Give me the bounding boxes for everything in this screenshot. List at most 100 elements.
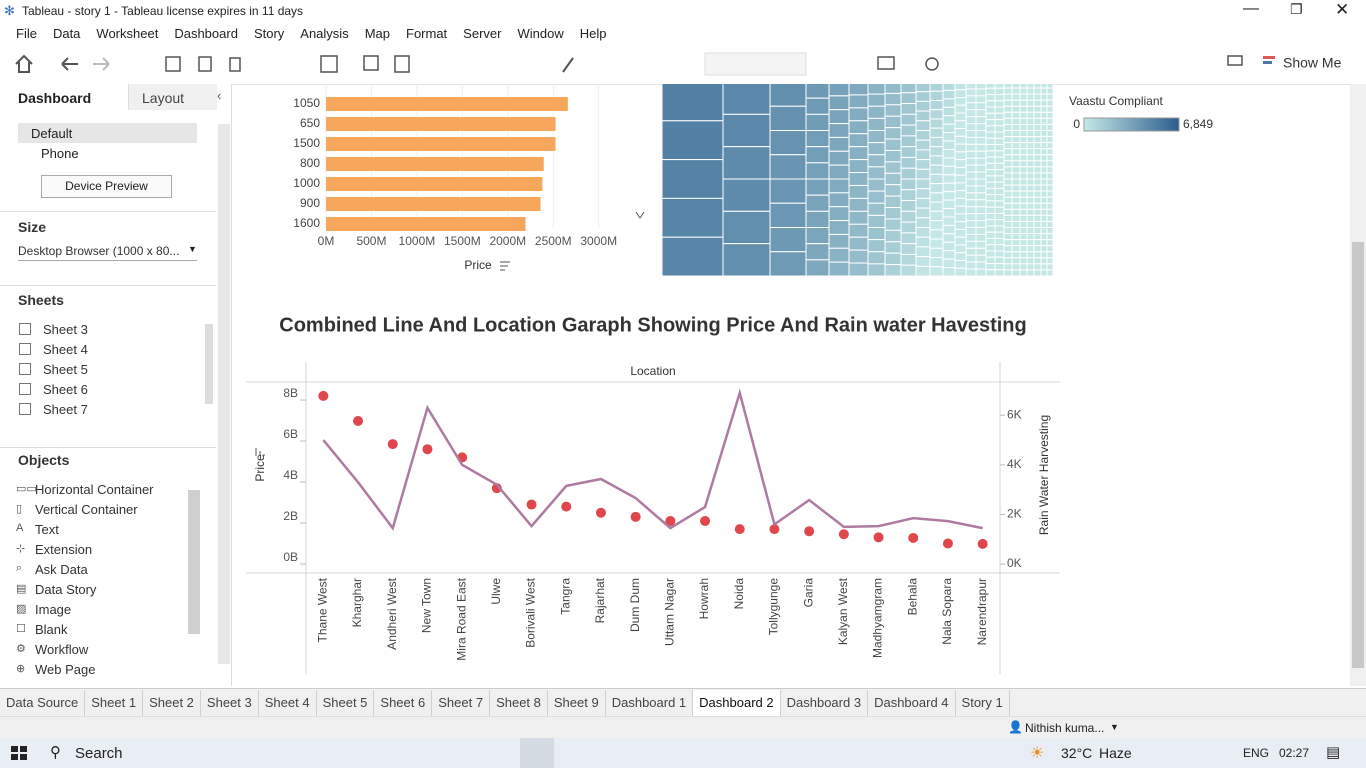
object-item[interactable]: Ask Data bbox=[35, 562, 88, 577]
device-preview-button[interactable]: Device Preview bbox=[41, 175, 172, 198]
home-icon[interactable] bbox=[15, 54, 33, 73]
object-item[interactable]: Workflow bbox=[35, 642, 89, 657]
back-icon[interactable] bbox=[61, 57, 78, 71]
highlight-icon[interactable] bbox=[562, 57, 574, 73]
sheet-tab[interactable]: Sheet 4 bbox=[259, 690, 317, 716]
language[interactable]: ENG bbox=[1243, 746, 1270, 760]
new-datasource-icon[interactable] bbox=[198, 56, 212, 72]
treemap-cell bbox=[965, 143, 977, 152]
objects-scrollbar[interactable] bbox=[188, 490, 200, 634]
sheet-tab[interactable]: Sheet 8 bbox=[490, 690, 548, 716]
object-item[interactable]: Data Story bbox=[35, 582, 97, 597]
show-me[interactable]: Show Me bbox=[1283, 55, 1342, 71]
object-item[interactable]: Text bbox=[35, 522, 59, 537]
clear-icon[interactable] bbox=[394, 55, 410, 73]
sheet-tab[interactable]: Sheet 1 bbox=[85, 690, 144, 716]
treemap-cell bbox=[1046, 263, 1054, 271]
sheet-tab[interactable]: Sheet 2 bbox=[143, 690, 201, 716]
treemap-cell bbox=[985, 169, 996, 177]
sheet-tab[interactable]: Dashboard 1 bbox=[606, 690, 694, 716]
sheet-item[interactable]: Sheet 6 bbox=[43, 382, 88, 397]
menu-item[interactable]: File bbox=[16, 26, 37, 41]
size-dropdown[interactable]: Desktop Browser (1000 x 80... bbox=[18, 244, 180, 258]
menu-item[interactable]: Worksheet bbox=[96, 26, 159, 41]
sheet-item[interactable]: Sheet 4 bbox=[43, 342, 88, 357]
treemap-cell bbox=[848, 262, 869, 277]
search-box[interactable]: Search bbox=[75, 745, 123, 762]
new-sheet-icon[interactable] bbox=[320, 55, 338, 73]
menu-item[interactable]: Help bbox=[579, 26, 607, 41]
start-button[interactable] bbox=[0, 738, 40, 768]
menu-item[interactable]: Window bbox=[517, 26, 564, 41]
sheet-tab[interactable]: Sheet 5 bbox=[317, 690, 375, 716]
object-item[interactable]: Image bbox=[35, 602, 72, 617]
object-item[interactable]: Horizontal Container bbox=[35, 482, 154, 497]
user-name[interactable]: Nithish kuma... bbox=[1025, 721, 1105, 735]
sheet-item[interactable]: Sheet 7 bbox=[43, 402, 88, 417]
treemap-cell bbox=[1003, 166, 1013, 174]
menu-item[interactable]: Data bbox=[52, 26, 81, 41]
search-icon: ⚲ bbox=[50, 744, 61, 761]
duplicate-icon[interactable] bbox=[363, 55, 379, 71]
sheet-tab[interactable]: Sheet 7 bbox=[432, 690, 491, 716]
sheet-tab[interactable]: Dashboard 4 bbox=[868, 690, 956, 716]
dashboard-tab[interactable]: Dashboard bbox=[0, 84, 128, 112]
save-icon[interactable] bbox=[165, 56, 181, 72]
sheet-tab[interactable]: Sheet 3 bbox=[201, 690, 259, 716]
treemap-cell bbox=[848, 146, 869, 161]
share-icon[interactable] bbox=[925, 57, 939, 71]
menu-item[interactable]: Map bbox=[364, 26, 390, 41]
menu-item[interactable]: Story bbox=[253, 26, 285, 41]
menu-item[interactable]: Analysis bbox=[300, 26, 349, 41]
sheet-tab[interactable]: Story 1 bbox=[956, 690, 1010, 716]
scroll-arrow[interactable] bbox=[635, 211, 645, 219]
object-item[interactable]: Extension bbox=[35, 542, 93, 557]
minimize[interactable]: — bbox=[1243, 0, 1259, 17]
sheet-tab[interactable]: Data Source bbox=[0, 690, 86, 716]
scroll-thumb[interactable] bbox=[1352, 242, 1364, 668]
close[interactable]: ✕ bbox=[1335, 0, 1350, 19]
sheet-tab[interactable]: Sheet 9 bbox=[548, 690, 606, 716]
treemap-cell bbox=[1026, 257, 1035, 265]
treemap-cell bbox=[661, 236, 724, 277]
treemap-cell bbox=[965, 227, 977, 235]
treemap-cell bbox=[1046, 87, 1054, 95]
treemap-cell bbox=[769, 227, 807, 253]
object-item[interactable]: Web Page bbox=[35, 662, 96, 677]
sheet-item[interactable]: Sheet 5 bbox=[43, 362, 88, 377]
treemap-cell bbox=[1046, 202, 1054, 210]
sheet-tab[interactable]: Dashboard 3 bbox=[781, 690, 869, 716]
layout-tab[interactable]: Layout bbox=[128, 84, 217, 110]
sheet-tab[interactable]: Dashboard 2 bbox=[693, 690, 781, 716]
treemap-cell bbox=[884, 84, 902, 94]
notifications[interactable]: ▤ bbox=[1326, 744, 1341, 761]
device-phone[interactable]: Phone bbox=[41, 146, 79, 161]
menu-item[interactable]: Dashboard bbox=[174, 26, 238, 41]
pause-icon[interactable] bbox=[229, 57, 241, 72]
presentation-icon[interactable] bbox=[877, 56, 895, 70]
treemap-cell bbox=[769, 84, 807, 107]
treemap-cell bbox=[1033, 166, 1042, 174]
object-item[interactable]: Blank bbox=[35, 622, 68, 637]
treemap-cell bbox=[848, 84, 869, 96]
treemap-cell bbox=[965, 178, 977, 187]
device-selected[interactable]: Default bbox=[18, 123, 197, 143]
sheets-scrollbar[interactable] bbox=[205, 324, 213, 404]
treemap-cell bbox=[1033, 184, 1042, 192]
treemap-cell bbox=[965, 136, 977, 145]
dot bbox=[387, 439, 398, 450]
treemap-cell bbox=[994, 162, 1005, 171]
treemap-cell bbox=[985, 112, 996, 121]
menu-item[interactable]: Server bbox=[463, 26, 502, 41]
sheet-tab[interactable]: Sheet 6 bbox=[374, 690, 433, 716]
panel-scrollbar[interactable] bbox=[218, 124, 230, 664]
collapse[interactable]: ‹ bbox=[217, 88, 222, 103]
taskbar-app-active[interactable] bbox=[520, 738, 554, 768]
menu-item[interactable]: Format bbox=[406, 26, 448, 41]
treemap-cell bbox=[965, 164, 977, 173]
restore[interactable]: ❐ bbox=[1290, 1, 1303, 17]
object-item[interactable]: Vertical Container bbox=[35, 502, 138, 517]
treemap-cell bbox=[867, 130, 886, 144]
sheet-item[interactable]: Sheet 3 bbox=[43, 322, 88, 337]
format-painter-icon[interactable] bbox=[1227, 55, 1243, 66]
